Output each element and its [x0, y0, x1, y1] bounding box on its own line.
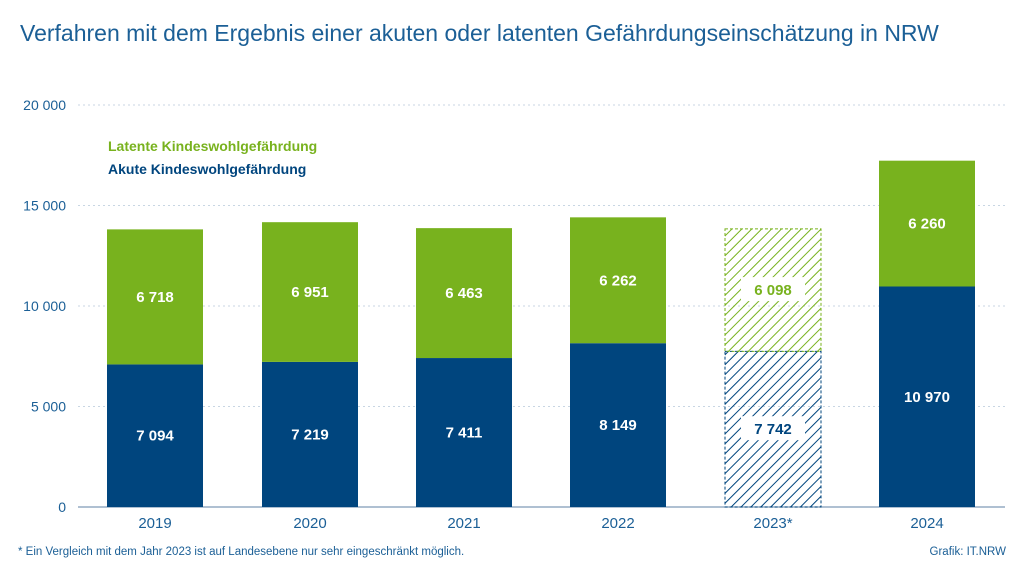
- legend: Latente Kindeswohlgefährdung Akute Kindes…: [108, 138, 317, 177]
- bar-latent-2020: [262, 222, 358, 362]
- y-tick-label: 15 000: [23, 198, 66, 214]
- value-label-acute: 7 411: [446, 425, 483, 442]
- footnote: * Ein Vergleich mit dem Jahr 2023 ist au…: [18, 546, 465, 558]
- chart-title: Verfahren mit dem Ergebnis einer akuten …: [20, 20, 939, 46]
- y-tick-label: 0: [58, 499, 66, 515]
- source-credit: Grafik: IT.NRW: [929, 546, 1006, 558]
- bar-latent-2022: [570, 217, 666, 344]
- x-tick-label: 2024: [910, 515, 943, 532]
- legend-acute: Akute Kindeswohlgefährdung: [108, 161, 306, 177]
- bar-latent-2021: [416, 228, 512, 359]
- x-tick-label: 2021: [447, 515, 480, 532]
- value-label-acute: 7 219: [291, 426, 329, 443]
- bars: 7 094 6 718 7 219 6 951 7 411 6 463 8 149 6 262…: [107, 160, 975, 508]
- y-tick-label: 10 000: [23, 298, 66, 314]
- value-label-latent: 6 718: [136, 289, 174, 306]
- x-tick-label: 2022: [601, 515, 634, 532]
- value-label-latent: 6 951: [291, 284, 329, 301]
- value-label-latent: 6 098: [754, 282, 792, 299]
- bar-latent-2024: [879, 160, 975, 287]
- value-label-latent: 6 463: [445, 285, 483, 302]
- x-axis: 2019 2020 2021 2022 2023* 2024: [138, 515, 943, 532]
- value-label-acute: 7 094: [136, 428, 174, 445]
- value-label-latent: 6 260: [908, 216, 946, 233]
- x-tick-label: 2019: [138, 515, 171, 532]
- bar-latent-2019: [107, 229, 203, 365]
- y-axis: 0 5 000 10 000 15 000 20 000: [23, 97, 66, 515]
- value-label-acute-bg: [741, 416, 805, 441]
- value-label-acute: 8 149: [599, 417, 637, 434]
- value-label-latent: 6 262: [599, 272, 637, 289]
- bar-acute-2021: [416, 358, 512, 507]
- legend-latent: Latente Kindeswohlgefährdung: [108, 138, 317, 154]
- bar-acute-2019: [107, 364, 203, 507]
- x-tick-label: 2020: [293, 515, 326, 532]
- gridlines: [78, 104, 1005, 508]
- value-label-acute: 10 970: [904, 389, 950, 406]
- y-tick-label: 20 000: [23, 97, 66, 113]
- value-label-acute: 7 742: [754, 421, 792, 438]
- bar-acute-2022: [570, 343, 666, 507]
- x-tick-label: 2023*: [753, 515, 792, 532]
- value-label-latent-bg: [741, 277, 805, 302]
- y-tick-label: 5 000: [31, 399, 66, 415]
- bar-acute-2024: [879, 286, 975, 507]
- bar-acute-2020: [262, 361, 358, 507]
